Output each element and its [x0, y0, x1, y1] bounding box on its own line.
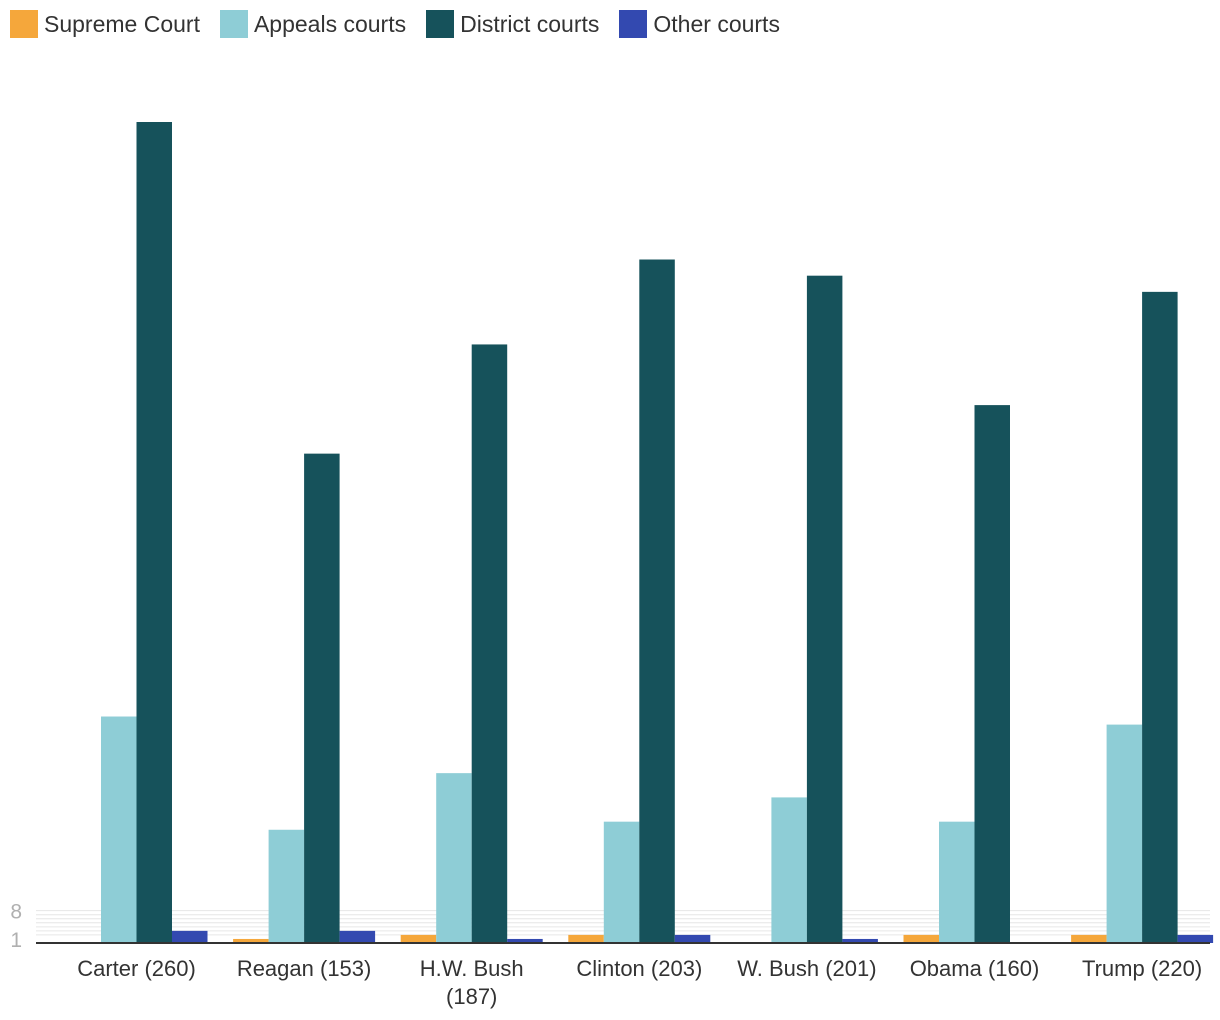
- bar-appeals-courts: [603, 821, 640, 943]
- bar-supreme-court: [1071, 934, 1107, 943]
- bar-appeals-courts: [268, 829, 305, 943]
- legend-swatch: [426, 10, 455, 38]
- bar-district-courts: [136, 122, 172, 943]
- legend-swatch: [219, 10, 248, 38]
- bar-district-courts: [304, 453, 340, 943]
- bar-appeals-courts: [1106, 724, 1143, 943]
- legend-label: Other courts: [653, 10, 780, 37]
- x-tick-label: W. Bush (201): [737, 956, 876, 981]
- bar-appeals-courts: [939, 821, 975, 943]
- bar-appeals-courts: [101, 716, 137, 943]
- bar-supreme-court: [903, 934, 939, 943]
- x-tick-label: Clinton (203): [576, 956, 702, 981]
- legend-label: Supreme Court: [44, 10, 200, 37]
- x-tick-label: H.W. Bush: [420, 956, 524, 981]
- bar-other-courts: [842, 938, 878, 943]
- bar-other-courts: [172, 930, 208, 943]
- bar-supreme-court: [400, 934, 437, 943]
- legend-swatch: [619, 10, 648, 38]
- bar-supreme-court: [568, 934, 604, 943]
- bar-other-courts: [507, 938, 543, 943]
- bars: [101, 122, 1214, 944]
- legend-swatch: [10, 10, 38, 38]
- x-tick-label: Carter (260): [77, 956, 196, 981]
- x-tick-label: Obama (160): [910, 956, 1040, 981]
- legend-label: Appeals courts: [253, 10, 407, 37]
- bar-appeals-courts: [771, 797, 807, 943]
- bar-district-courts: [639, 259, 675, 943]
- legend-item-0: Supreme Court: [10, 10, 200, 38]
- bar-other-courts: [1177, 934, 1214, 943]
- bar-district-courts: [471, 344, 508, 943]
- bar-district-courts: [806, 275, 843, 944]
- bar-other-courts: [339, 930, 376, 943]
- legend-label: District courts: [460, 10, 600, 37]
- bar-supreme-court: [233, 938, 269, 943]
- bar-other-courts: [674, 934, 711, 943]
- y-tick-label: 1: [10, 929, 22, 952]
- x-tick-label: Trump (220): [1082, 956, 1202, 981]
- legend-item-1: Appeals courts: [219, 10, 407, 38]
- legend-item-2: District courts: [426, 10, 599, 38]
- legend-item-3: Other courts: [619, 10, 780, 38]
- bar-district-courts: [1142, 291, 1178, 943]
- y-tick-label: 8: [10, 901, 22, 924]
- x-tick-label: (187): [446, 984, 497, 1009]
- chart-legend: Supreme Court Appeals courts District cour…: [10, 10, 800, 38]
- bar-district-courts: [974, 405, 1010, 943]
- bar-appeals-courts: [436, 773, 472, 943]
- x-tick-label: Reagan (153): [237, 956, 372, 981]
